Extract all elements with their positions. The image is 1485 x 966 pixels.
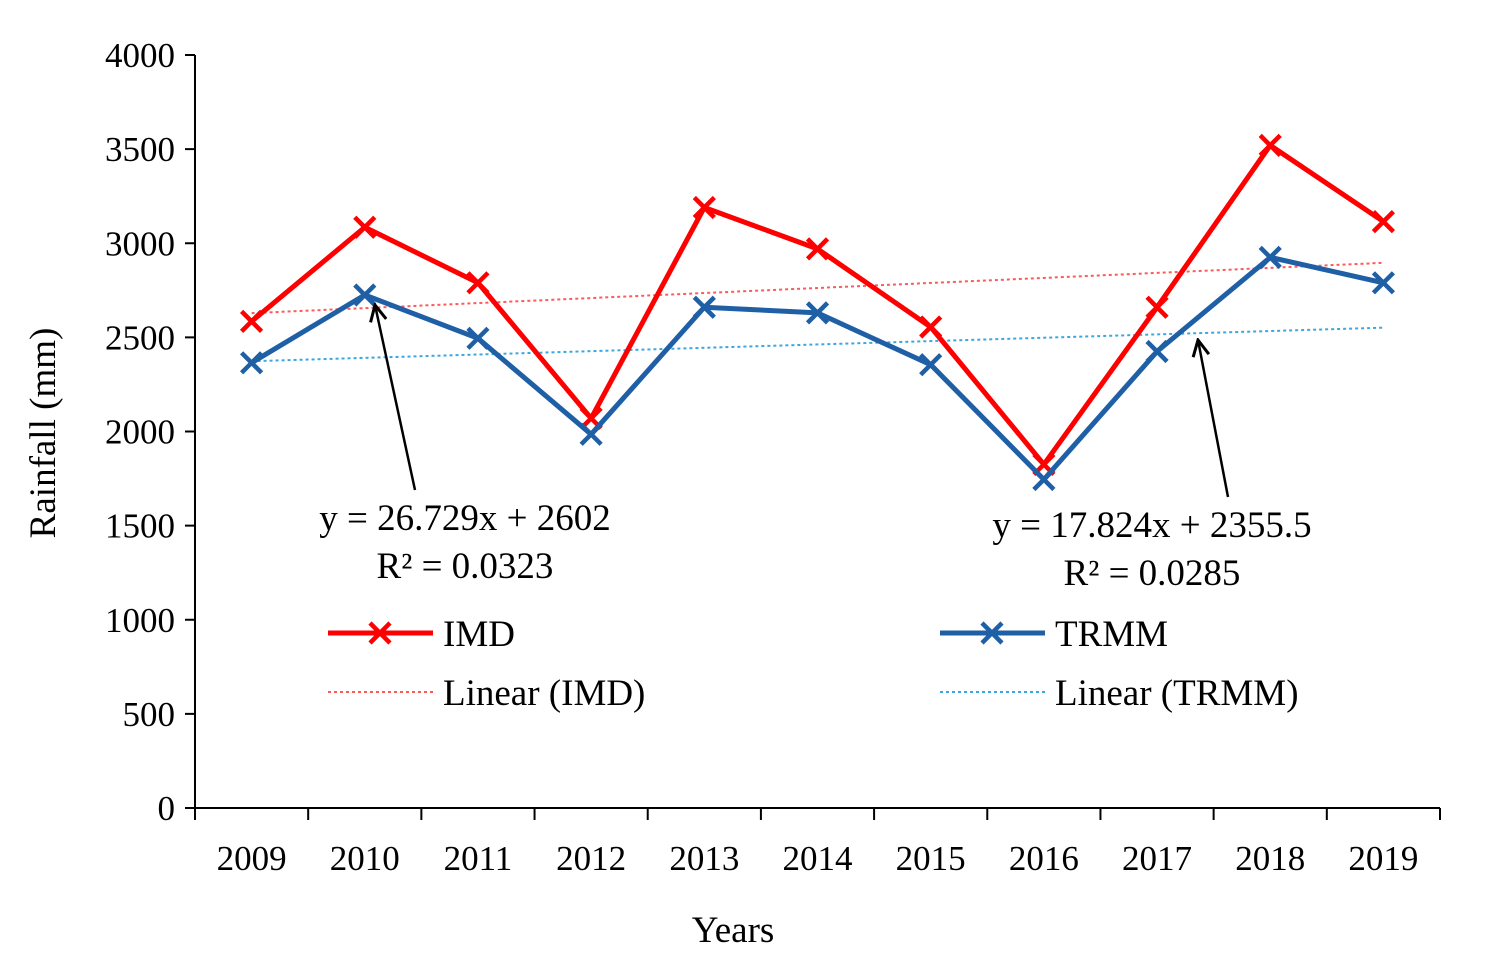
- x-tick-label: 2013: [669, 839, 739, 878]
- legend-label-linear-imd: Linear (IMD): [443, 673, 645, 714]
- data-point-imd: [240, 309, 264, 333]
- x-tick-label: 2014: [783, 839, 853, 878]
- data-point-trmm: [1258, 245, 1282, 269]
- data-point-imd: [919, 315, 943, 339]
- trmm-equation-arrow: [1198, 340, 1230, 498]
- legend-item-linear-imd: Linear (IMD): [328, 673, 645, 714]
- y-tick-label: 2000: [105, 413, 175, 452]
- x-ticks: 2009 2010 2011 2012 2013 2014 2015 2016 2017 2018…: [194, 808, 1441, 878]
- series: [240, 133, 1396, 492]
- x-tick-label: 2016: [1009, 839, 1079, 878]
- trendline-trmm: [251, 326, 1384, 363]
- data-point-trmm: [579, 422, 603, 446]
- y-tick-label: 3500: [105, 130, 175, 169]
- data-point-imd: [1145, 295, 1169, 319]
- legend-label-linear-trmm: Linear (TRMM): [1055, 673, 1299, 714]
- legend-item-trmm: TRMM: [940, 614, 1168, 655]
- data-point-trmm: [353, 283, 377, 307]
- data-point-trmm: [466, 326, 490, 350]
- data-point-trmm: [805, 301, 830, 325]
- y-tick-label: 0: [158, 789, 176, 828]
- x-tick-label: 2011: [444, 839, 513, 878]
- legend-item-linear-trmm: Linear (TRMM): [940, 673, 1299, 714]
- x-tick-label: 2009: [217, 839, 287, 878]
- imd-equation-arrow: [375, 305, 417, 491]
- x-axis-title: Years: [692, 910, 775, 951]
- x-tick-label: 2012: [556, 839, 626, 878]
- data-point-imd: [805, 237, 830, 261]
- y-axis-title: Rainfall (mm): [23, 328, 64, 539]
- data-point-imd: [692, 195, 716, 220]
- imd-trend-equation: y = 26.729x + 2602: [319, 498, 610, 539]
- trmm-trend-r-squared: R² = 0.0285: [1064, 553, 1241, 594]
- data-point-imd: [1371, 210, 1396, 234]
- y-ticks: 0 500 1000 1500 2000 2500 3000 3500 4000: [105, 36, 195, 828]
- x-tick-label: 2019: [1348, 839, 1418, 878]
- data-point-imd: [1258, 133, 1282, 157]
- trendlines: [251, 261, 1384, 363]
- y-tick-label: 2500: [105, 318, 175, 357]
- x-tick-label: 2017: [1122, 839, 1192, 878]
- y-tick-label: 1000: [105, 601, 175, 640]
- data-point-trmm: [240, 351, 264, 375]
- legend-label-trmm: TRMM: [1055, 614, 1168, 655]
- legend: IMD TRMM Linear (IMD) Linear (TRMM): [328, 614, 1299, 714]
- data-point-imd: [353, 215, 377, 239]
- y-tick-label: 1500: [105, 507, 175, 546]
- data-point-trmm: [692, 295, 716, 319]
- data-point-imd: [466, 271, 490, 295]
- data-point-trmm: [1371, 271, 1396, 295]
- data-point-trmm: [919, 353, 943, 377]
- x-tick-label: 2015: [896, 839, 966, 878]
- data-point-trmm: [1145, 339, 1169, 364]
- legend-label-imd: IMD: [443, 614, 515, 655]
- legend-item-imd: IMD: [328, 614, 515, 655]
- x-tick-label: 2018: [1235, 839, 1305, 878]
- data-point-trmm: [1032, 467, 1056, 492]
- series-line-trmm: [250, 254, 1384, 483]
- y-tick-label: 500: [123, 695, 176, 734]
- imd-trend-r-squared: R² = 0.0323: [377, 546, 554, 587]
- trendline-imd: [251, 261, 1384, 315]
- legend-marker-trmm: [980, 621, 1004, 645]
- legend-marker-imd: [368, 621, 392, 645]
- y-tick-label: 3000: [105, 224, 175, 263]
- trmm-trend-equation: y = 17.824x + 2355.5: [992, 505, 1311, 546]
- x-tick-label: 2010: [330, 839, 400, 878]
- y-tick-label: 4000: [105, 36, 175, 75]
